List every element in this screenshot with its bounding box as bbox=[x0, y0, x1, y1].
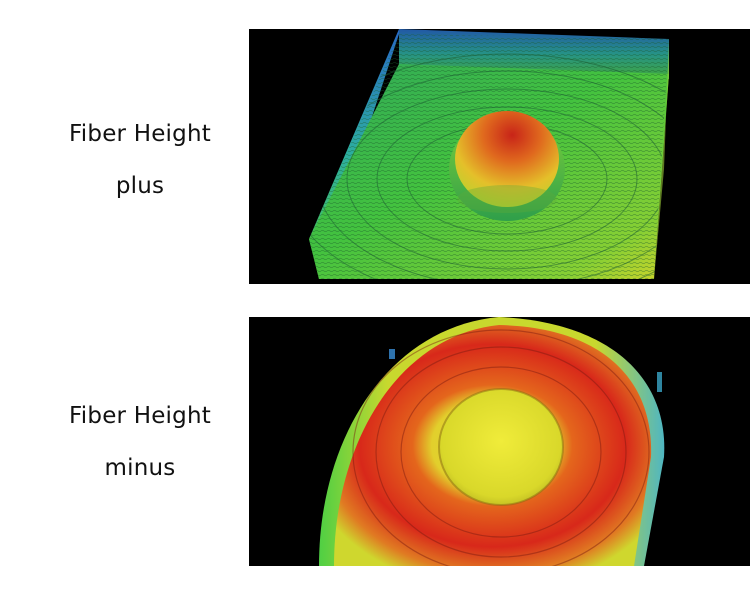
caption-title: Fiber Height bbox=[69, 121, 211, 147]
caption-fiber-height-plus: Fiber Height plus bbox=[40, 108, 240, 212]
caption-fiber-height-minus: Fiber Height minus bbox=[40, 390, 240, 494]
height-map-render-plus bbox=[309, 29, 669, 279]
caption-subtitle: plus bbox=[115, 173, 165, 199]
caption-subtitle: minus bbox=[104, 455, 176, 481]
height-map-render-minus bbox=[319, 317, 665, 566]
caption-title: Fiber Height bbox=[69, 403, 211, 429]
fiber-height-plus-image bbox=[249, 29, 750, 284]
fiber-height-minus-image bbox=[249, 317, 750, 566]
